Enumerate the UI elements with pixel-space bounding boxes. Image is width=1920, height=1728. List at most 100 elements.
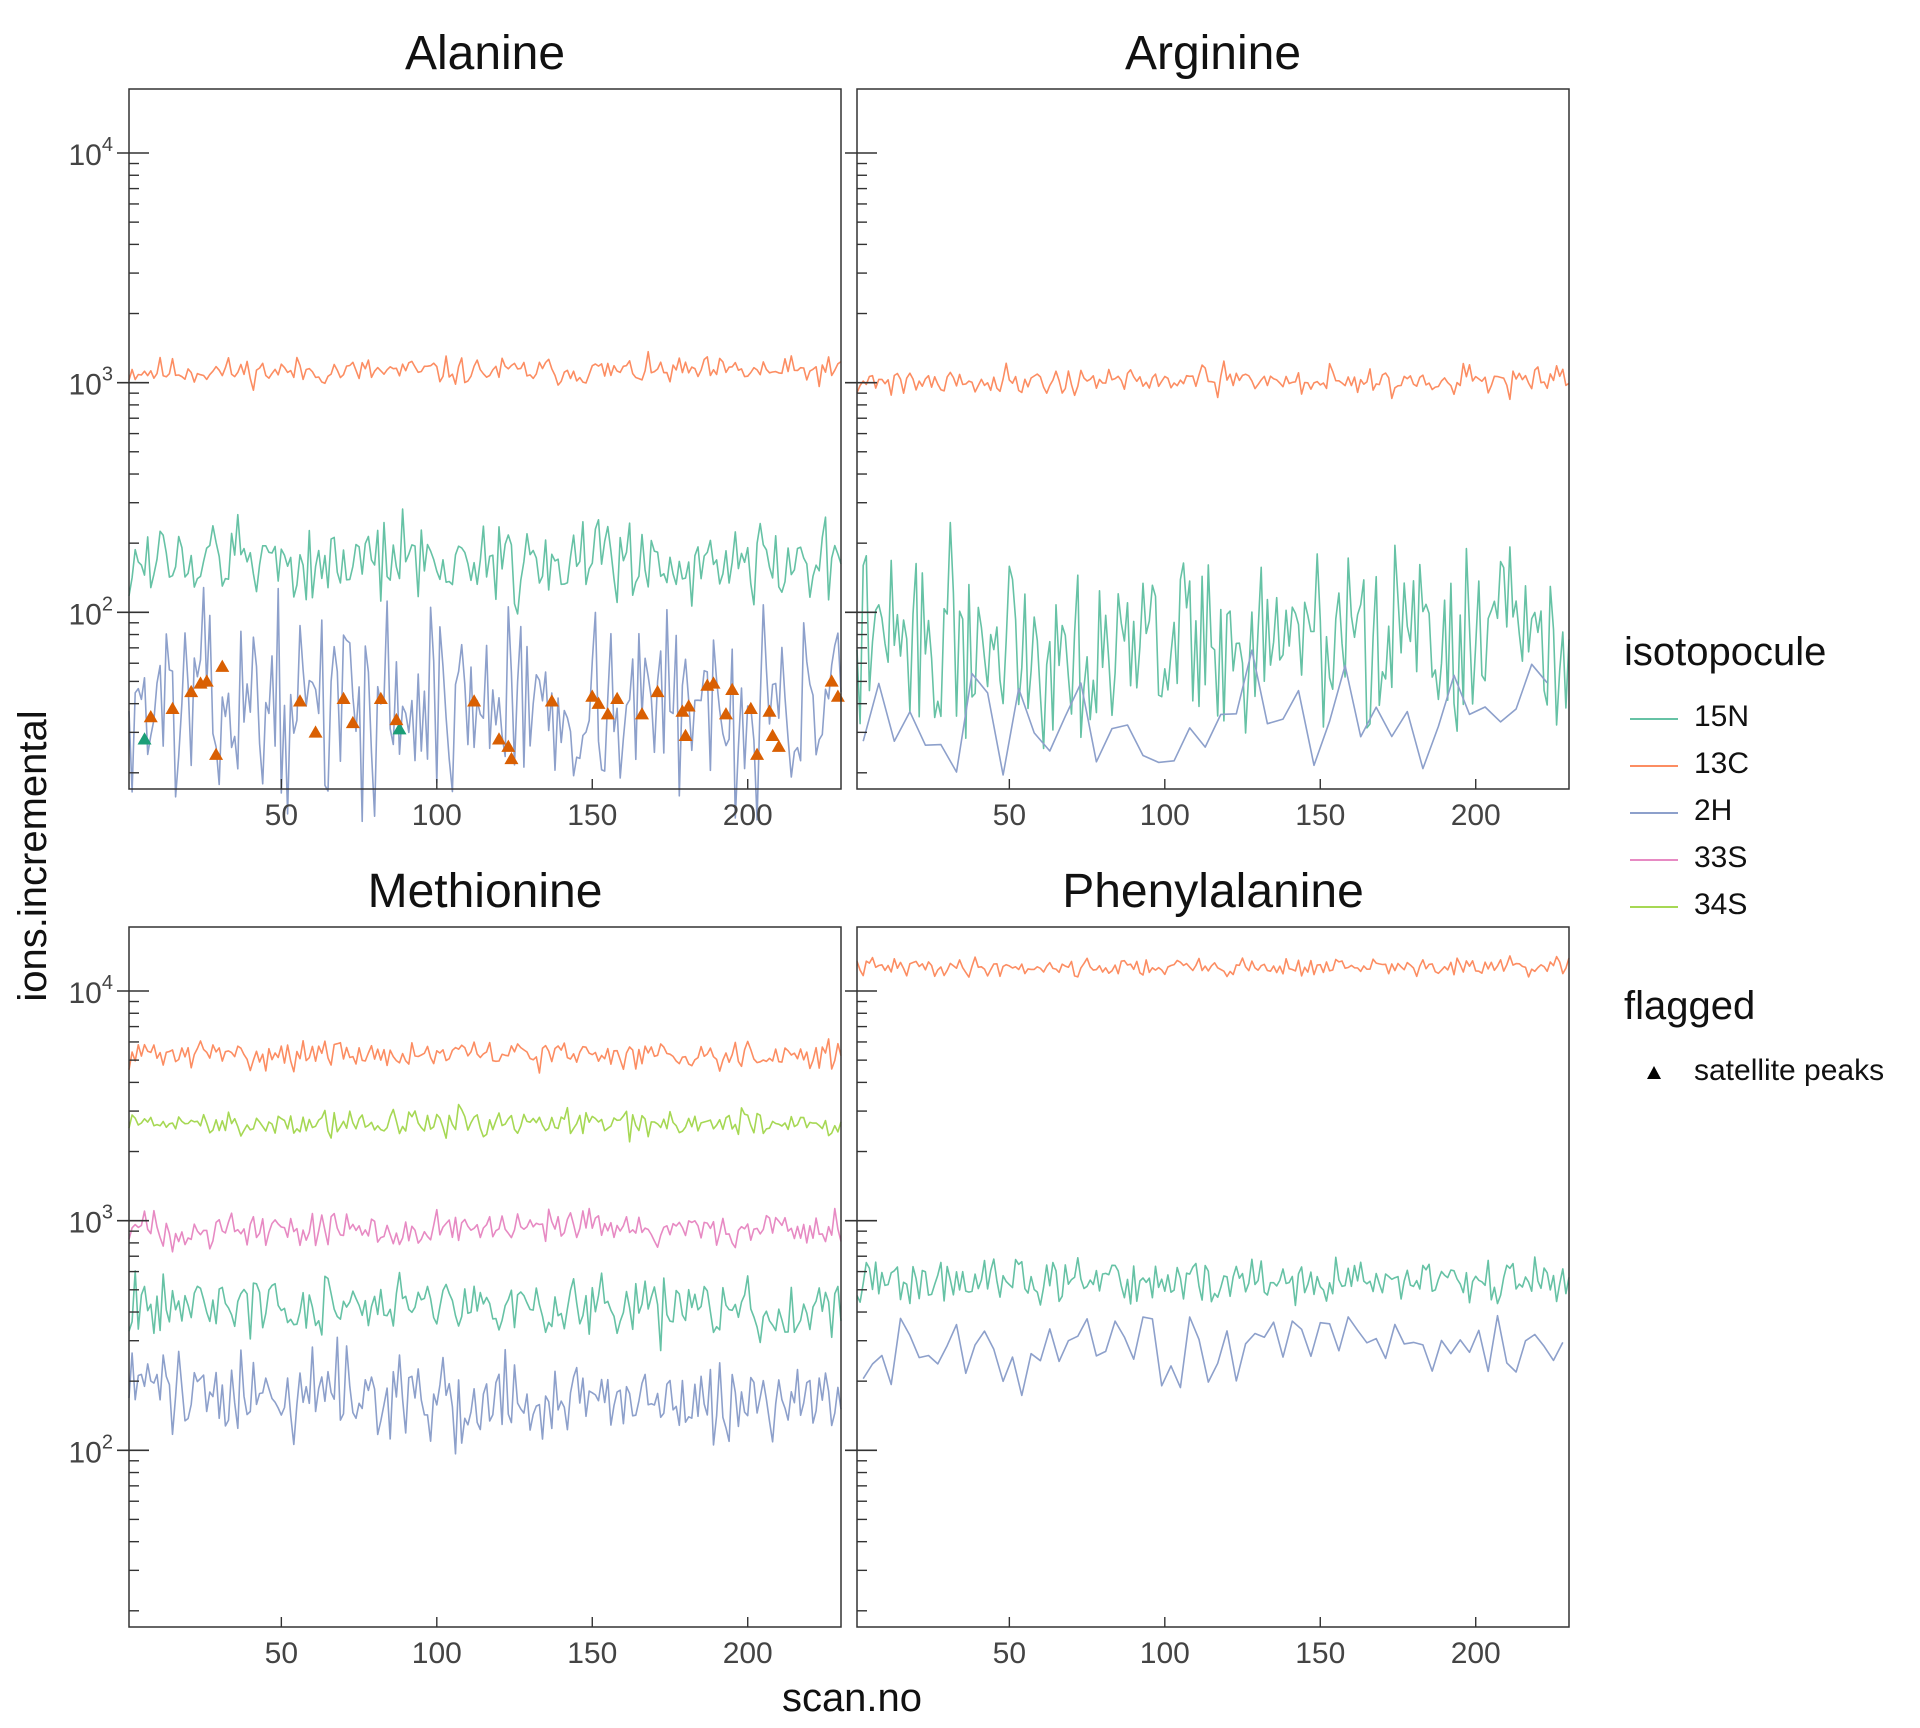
series-line-2H: [862, 649, 1548, 776]
flagged-point: [824, 674, 839, 687]
y-tick-label: 102: [69, 593, 114, 631]
flagged-point: [591, 696, 606, 709]
legend-item-33S: 33S: [1624, 837, 1914, 883]
series-line-34S: [128, 1103, 842, 1143]
legend-key-line: [1630, 906, 1678, 908]
x-tick-label: 200: [723, 799, 773, 832]
y-tick-label: 104: [69, 972, 114, 1010]
series-line-13C: [128, 350, 842, 392]
series-line-15N: [856, 521, 1570, 750]
legend-key-triangle: [1647, 1066, 1661, 1079]
legend-label: 34S: [1694, 888, 1748, 921]
y-tick-label: 102: [69, 1431, 114, 1469]
flagged-point: [830, 689, 845, 702]
flagged-point: [610, 691, 625, 705]
x-tick-label: 200: [1451, 799, 1501, 832]
series-line-2H: [128, 1336, 842, 1455]
flagged-point: [718, 707, 733, 720]
flagged-point: [199, 674, 214, 687]
flagged-point: [585, 689, 600, 702]
y-tick-label: 103: [69, 1202, 114, 1240]
flagged-point: [336, 691, 351, 705]
x-tick-label: 100: [412, 799, 462, 832]
panel-border: [856, 926, 1570, 1628]
flagged-point: [143, 709, 158, 723]
panels-layer: Alanine 102 103 104 50 100 150 200 Arginine 50 100…: [69, 27, 1570, 1670]
x-tick-label: 100: [412, 1637, 462, 1670]
flagged-point: [743, 701, 758, 715]
legend-key-line: [1630, 765, 1678, 767]
flagged-point: [678, 728, 693, 741]
x-tick-label: 150: [1295, 799, 1345, 832]
flagged-point: [765, 728, 780, 741]
isotopocule-legend-title: isotopocule: [1624, 630, 1827, 674]
panel-title: Arginine: [1125, 27, 1301, 80]
flagged-legend-title: flagged: [1624, 984, 1756, 1028]
panel-title: Alanine: [405, 27, 565, 80]
x-tick-label: 50: [993, 1637, 1026, 1670]
x-tick-label: 50: [993, 799, 1026, 832]
flagged-point: [165, 701, 180, 715]
x-tick-label: 150: [567, 799, 617, 832]
legend-item-satellite-peaks: satellite peaks: [1624, 1050, 1914, 1096]
flagged-point: [308, 725, 323, 738]
flagged-point: [491, 732, 506, 745]
flagged-point: [706, 676, 721, 689]
legend-item-2H: 2H: [1624, 790, 1914, 836]
x-tick-label: 50: [265, 1637, 298, 1670]
series-line-13C: [856, 360, 1570, 401]
flagged-point: [725, 682, 740, 695]
flagged-point: [389, 712, 404, 726]
flagged-point: [750, 747, 765, 760]
series-line-15N: [856, 1256, 1570, 1307]
legend-item-13C: 13C: [1624, 743, 1914, 789]
legend-label: satellite peaks: [1694, 1054, 1885, 1087]
x-tick-label: 50: [265, 799, 298, 832]
legend-key-line: [1630, 718, 1678, 720]
flagged-point: [467, 694, 482, 707]
x-axis-label: scan.no: [782, 1676, 922, 1720]
flagged-point: [681, 699, 696, 712]
flagged-point: [209, 747, 224, 760]
legend: isotopocule 15N 13C 2H 33S 34S flagged satel…: [1612, 0, 1912, 1200]
series-line-2H: [128, 586, 842, 823]
flagged-point: [650, 684, 665, 698]
y-tick-label: 103: [69, 364, 114, 402]
flagged-point: [184, 684, 199, 698]
x-tick-label: 100: [1140, 799, 1190, 832]
flagged-point: [544, 694, 559, 707]
flagged-point: [771, 739, 786, 752]
legend-item-34S: 34S: [1624, 884, 1914, 930]
flagged-point: [504, 751, 519, 765]
flagged-point: [392, 722, 407, 735]
y-axis-label: ions.incremental: [11, 710, 55, 1001]
series-line-15N: [128, 508, 842, 615]
panel-arginine: Arginine 50 100 150 200: [845, 27, 1570, 832]
panel-border: [128, 926, 842, 1628]
flagged-point: [137, 732, 152, 745]
series-line-13C: [856, 955, 1570, 978]
x-tick-label: 150: [1295, 1637, 1345, 1670]
panel-title: Phenylalanine: [1062, 865, 1364, 918]
legend-key-line: [1630, 859, 1678, 861]
flagged-point: [345, 715, 360, 729]
panel-alanine: Alanine 102 103 104 50 100 150 200: [69, 27, 845, 832]
flagged-point: [293, 694, 308, 707]
legend-label: 15N: [1694, 700, 1750, 733]
legend-item-15N: 15N: [1624, 696, 1914, 742]
legend-label: 2H: [1694, 794, 1733, 827]
panel-title: Methionine: [368, 865, 603, 918]
panel-methionine: Methionine 102 103 104 50 100 150 200: [69, 865, 842, 1670]
flagged-point: [635, 707, 650, 720]
flagged-point: [762, 704, 777, 717]
series-line-2H: [862, 1314, 1564, 1397]
series-line-33S: [128, 1207, 842, 1253]
legend-label: 13C: [1694, 747, 1750, 780]
legend-label: 33S: [1694, 841, 1748, 874]
legend-key-line: [1630, 812, 1678, 814]
flagged-point: [600, 707, 615, 720]
panel-border: [128, 88, 842, 790]
x-tick-label: 200: [1451, 1637, 1501, 1670]
x-tick-label: 100: [1140, 1637, 1190, 1670]
